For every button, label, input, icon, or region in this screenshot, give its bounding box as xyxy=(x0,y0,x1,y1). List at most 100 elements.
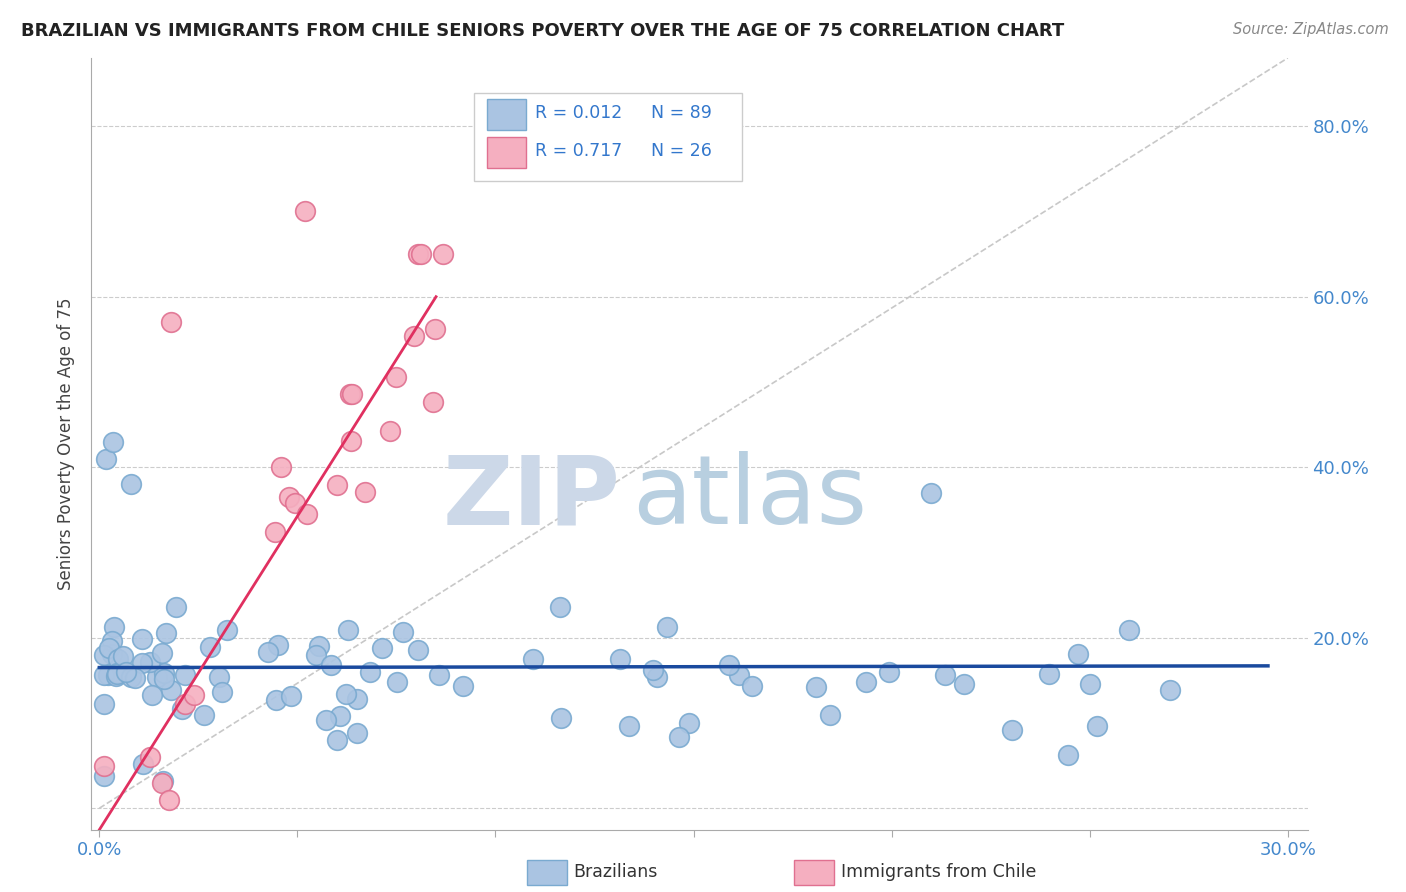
Point xyxy=(107,652,129,666)
Point xyxy=(340,387,363,401)
Point xyxy=(335,687,357,701)
Point xyxy=(308,639,330,653)
Point xyxy=(668,731,690,745)
Point xyxy=(617,719,640,733)
Point xyxy=(152,666,174,681)
Point xyxy=(93,769,115,783)
Point xyxy=(385,370,408,384)
Point xyxy=(120,477,142,491)
Point xyxy=(340,434,363,449)
Point xyxy=(387,675,409,690)
Point xyxy=(103,434,125,449)
Point xyxy=(150,646,173,660)
Point xyxy=(105,666,128,681)
Point xyxy=(879,665,901,679)
Point xyxy=(818,708,841,723)
Point xyxy=(1057,747,1080,762)
Point xyxy=(257,644,280,658)
Point xyxy=(93,697,115,711)
Point xyxy=(159,682,181,697)
Point xyxy=(159,315,181,329)
Point xyxy=(146,670,169,684)
Point xyxy=(359,665,381,679)
Point xyxy=(655,620,678,634)
Point xyxy=(266,693,288,707)
Point xyxy=(294,204,316,219)
Point xyxy=(93,648,115,662)
Point xyxy=(329,709,352,723)
Point xyxy=(193,708,215,723)
Text: N = 89: N = 89 xyxy=(651,103,711,122)
Point xyxy=(953,676,976,690)
Point xyxy=(548,599,571,614)
Point xyxy=(336,623,359,637)
Point xyxy=(295,507,318,521)
Text: Source: ZipAtlas.com: Source: ZipAtlas.com xyxy=(1233,22,1389,37)
Point xyxy=(104,669,127,683)
Point xyxy=(609,652,631,666)
Point xyxy=(645,669,668,683)
Point xyxy=(315,713,337,727)
FancyBboxPatch shape xyxy=(486,137,526,169)
Point xyxy=(97,641,120,656)
Point xyxy=(804,680,827,694)
Point xyxy=(174,697,197,711)
Point xyxy=(339,386,361,401)
Point xyxy=(305,648,328,662)
Point xyxy=(124,671,146,685)
Point xyxy=(1001,723,1024,738)
Point xyxy=(266,638,288,652)
Point xyxy=(93,758,115,772)
Point xyxy=(1080,677,1102,691)
Point xyxy=(141,688,163,702)
Point xyxy=(432,247,454,261)
Point xyxy=(406,247,429,261)
Point xyxy=(131,656,153,670)
FancyBboxPatch shape xyxy=(486,99,526,129)
Point xyxy=(280,689,302,703)
Point xyxy=(422,394,444,409)
Text: N = 26: N = 26 xyxy=(651,143,711,161)
Text: R = 0.717: R = 0.717 xyxy=(536,143,623,161)
Point xyxy=(920,485,942,500)
Point xyxy=(97,668,120,682)
Point xyxy=(378,424,401,438)
Point xyxy=(150,775,173,789)
Point xyxy=(550,711,572,725)
Text: BRAZILIAN VS IMMIGRANTS FROM CHILE SENIORS POVERTY OVER THE AGE OF 75 CORRELATIO: BRAZILIAN VS IMMIGRANTS FROM CHILE SENIO… xyxy=(21,22,1064,40)
Point xyxy=(1085,719,1108,733)
Text: R = 0.012: R = 0.012 xyxy=(536,103,623,122)
Point xyxy=(103,620,125,634)
Point xyxy=(370,640,392,655)
Point xyxy=(132,756,155,771)
Point xyxy=(208,670,231,684)
Point xyxy=(855,674,877,689)
Point xyxy=(319,658,342,673)
Point xyxy=(741,679,763,693)
Point xyxy=(718,658,741,673)
Point xyxy=(641,664,664,678)
Point xyxy=(174,668,197,682)
Point xyxy=(96,451,118,466)
Point xyxy=(934,667,956,681)
Point xyxy=(93,668,115,682)
Point xyxy=(157,793,180,807)
Point xyxy=(183,688,205,702)
Point xyxy=(427,667,450,681)
Point xyxy=(728,668,751,682)
Point xyxy=(409,247,432,261)
Point xyxy=(101,633,124,648)
Point xyxy=(1038,667,1060,681)
Text: ZIP: ZIP xyxy=(443,451,620,544)
Point xyxy=(105,666,128,681)
Point xyxy=(120,670,142,684)
Point xyxy=(215,623,238,637)
Point xyxy=(346,691,368,706)
Point xyxy=(114,665,136,679)
Point xyxy=(153,673,176,687)
Point xyxy=(1159,682,1181,697)
Point xyxy=(112,648,135,663)
Point xyxy=(402,328,425,343)
Text: Immigrants from Chile: Immigrants from Chile xyxy=(841,863,1036,881)
Text: atlas: atlas xyxy=(633,451,868,544)
